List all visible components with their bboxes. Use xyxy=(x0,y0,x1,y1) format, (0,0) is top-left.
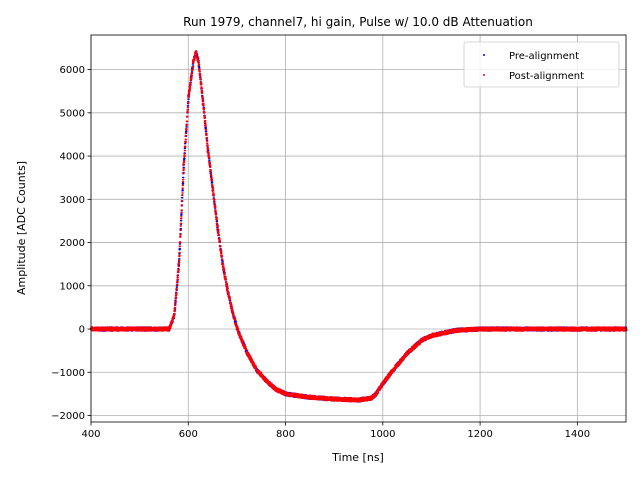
legend-label-post-alignment: Post-alignment xyxy=(509,71,584,82)
y-tick-label: 0 xyxy=(79,325,85,336)
data-point xyxy=(369,397,372,400)
data-point xyxy=(225,288,229,292)
data-point xyxy=(194,51,197,54)
y-tick-label: 5000 xyxy=(60,108,85,119)
x-tick-label: 800 xyxy=(276,429,295,440)
data-point xyxy=(211,189,214,192)
data-point xyxy=(478,327,482,331)
data-point xyxy=(357,398,360,402)
plot-area xyxy=(89,50,628,403)
data-point xyxy=(172,314,175,318)
data-point xyxy=(255,368,258,372)
axes-frame xyxy=(90,34,627,423)
data-point xyxy=(405,351,409,355)
data-point xyxy=(527,327,530,331)
legend-label-pre-alignment: Pre-alignment xyxy=(509,51,579,62)
data-point xyxy=(308,396,312,399)
data-point xyxy=(235,327,239,331)
data-point xyxy=(420,338,423,342)
data-point xyxy=(201,102,205,106)
series-points xyxy=(90,50,628,403)
chart-title: Run 1979, channel7, hi gain, Pulse w/ 10… xyxy=(183,15,533,29)
x-tick-label: 600 xyxy=(179,429,198,440)
x-tick-label: 1400 xyxy=(565,429,590,440)
data-point xyxy=(381,381,385,385)
x-axis-label: Time [ns] xyxy=(331,451,384,464)
series-post-alignment xyxy=(89,50,628,403)
data-point xyxy=(196,59,200,63)
data-point xyxy=(430,334,433,337)
x-tick-label: 1000 xyxy=(370,429,395,440)
legend-marker-pre-alignment xyxy=(483,54,485,56)
legend-box xyxy=(463,41,620,88)
data-point xyxy=(138,327,141,331)
grid xyxy=(90,35,626,422)
data-point xyxy=(216,228,219,231)
data-point xyxy=(245,351,248,355)
y-axis-label: Amplitude [ADC Counts] xyxy=(15,161,28,295)
data-point xyxy=(454,329,457,332)
data-point xyxy=(264,379,268,383)
y-tick-label: 1000 xyxy=(60,281,85,292)
axis-ticks: 400 600 800 1000 1200 1400 −2000 −1000 0 1000 2000… xyxy=(51,65,590,440)
data-point xyxy=(391,368,394,372)
data-point xyxy=(182,163,185,166)
y-tick-label: 6000 xyxy=(60,65,85,76)
data-point xyxy=(284,392,287,396)
data-point xyxy=(177,262,180,266)
data-point xyxy=(206,150,209,153)
data-point xyxy=(187,94,190,97)
y-tick-label: 3000 xyxy=(60,195,85,206)
y-tick-label: −1000 xyxy=(51,368,85,379)
y-tick-label: 2000 xyxy=(60,238,85,249)
data-point xyxy=(332,397,336,401)
legend-marker-post-alignment xyxy=(483,74,485,76)
data-point xyxy=(230,310,234,313)
data-point xyxy=(576,327,579,331)
data-point xyxy=(221,262,224,266)
x-tick-label: 1200 xyxy=(467,429,492,440)
data-point xyxy=(191,59,195,63)
data-point xyxy=(274,388,278,391)
data-point xyxy=(167,327,171,331)
x-tick-label: 400 xyxy=(81,429,100,440)
y-tick-label: 4000 xyxy=(60,152,85,163)
legend: Pre-alignment Post-alignment xyxy=(463,41,620,88)
y-tick-label: −2000 xyxy=(51,411,85,422)
data-point xyxy=(374,392,377,396)
